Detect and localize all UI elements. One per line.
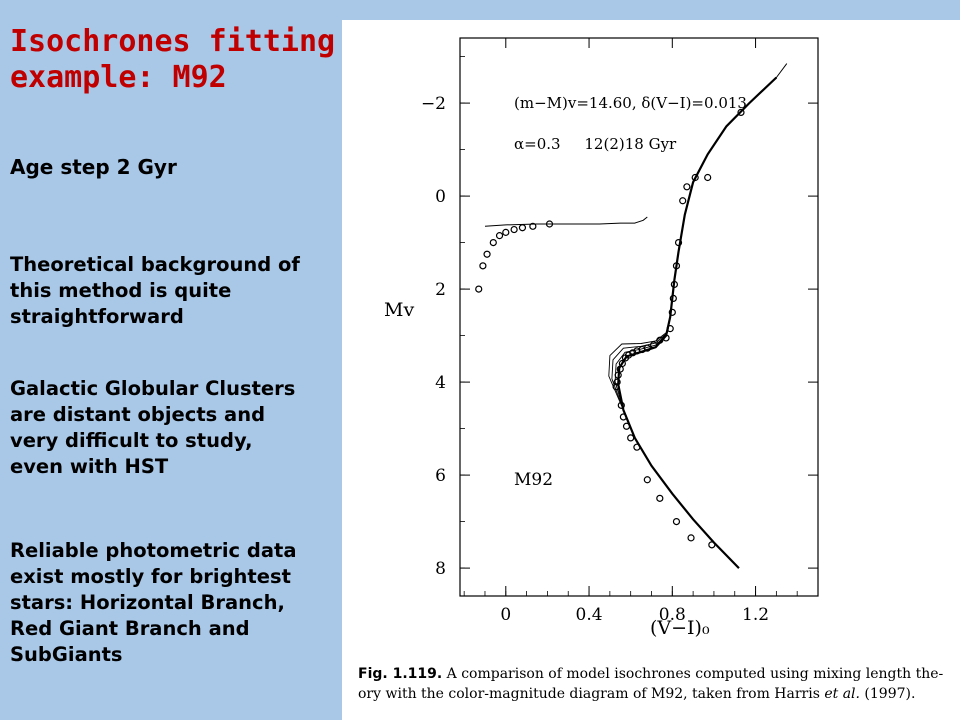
paragraph-line: exist mostly for brightest: [10, 565, 291, 588]
data-point: [495, 232, 504, 240]
horizontal-branch-curve: [484, 216, 648, 227]
data-point: [708, 541, 716, 549]
data-point: [668, 308, 676, 316]
paragraph-line: Theoretical background of: [10, 253, 300, 276]
data-point: [529, 222, 537, 230]
data-point: [672, 262, 681, 270]
paragraph-photometry: Reliable photometric data exist mostly f…: [10, 538, 350, 668]
y-tick-label: 0: [435, 187, 446, 207]
paragraph-line: even with HST: [10, 455, 169, 478]
x-tick-label: 0.8: [659, 605, 686, 625]
cmd-chart: 0 0.4 0.8 1.2 −2 0 2 4 6 8 (m−M)v=14.60, δ(V−I)=0…: [384, 37, 819, 639]
data-point: [483, 250, 491, 258]
annotation-alpha-ages: α=0.3 12(2)18 Gyr: [514, 135, 677, 153]
slide-title-line1: Isochrones fitting: [10, 24, 336, 59]
slide-title-line2: example: M92: [10, 60, 227, 95]
data-point: [683, 183, 691, 191]
data-point: [737, 108, 745, 117]
x-tick-label: 1.2: [742, 605, 769, 625]
data-point: [691, 173, 699, 182]
observed-points: [475, 108, 745, 549]
paragraph-line: very difficult to study,: [10, 429, 253, 452]
data-point: [518, 224, 527, 232]
data-point: [666, 325, 674, 333]
annotation-distance-modulus: (m−M)v=14.60, δ(V−I)=0.013: [514, 94, 747, 112]
paragraph-line: are distant objects and: [10, 403, 266, 426]
data-point: [669, 294, 677, 302]
paragraph-line: this method is quite: [10, 279, 232, 302]
caption-text: A comparison of model isochrones compute…: [442, 666, 944, 682]
x-tick-label: 0.4: [576, 605, 603, 625]
y-tick-label: 8: [435, 559, 446, 579]
axis-ticks: 0 0.4 0.8 1.2 −2 0 2 4 6 8: [421, 38, 819, 625]
data-point: [613, 378, 621, 386]
plot-frame: [459, 37, 819, 597]
caption-et-al: et al.: [824, 686, 860, 702]
data-point: [643, 476, 651, 484]
figure-caption: Fig. 1.119. A comparison of model isochr…: [358, 664, 958, 704]
data-point: [629, 349, 637, 357]
figure-panel: 0 0.4 0.8 1.2 −2 0 2 4 6 8 (m−M)v=14.60, δ(V−I)=0…: [342, 20, 960, 720]
y-tick-label: 4: [435, 373, 446, 393]
y-tick-label: −2: [421, 94, 446, 114]
caption-text: (1997).: [859, 686, 916, 702]
y-axis-label: Mv: [384, 299, 414, 321]
data-point: [674, 239, 683, 247]
caption-text: ory with the color-magnitude diagram of …: [358, 686, 825, 702]
data-point: [622, 422, 631, 430]
isochrone-line: [608, 77, 777, 569]
data-point: [479, 262, 487, 270]
cluster-label: M92: [514, 470, 553, 490]
age-step-text: Age step 2 Gyr: [10, 155, 177, 179]
data-point: [612, 383, 620, 391]
paragraph-clusters: Galactic Globular Clusters are distant o…: [10, 376, 350, 480]
data-point: [656, 336, 664, 344]
data-point: [618, 359, 626, 368]
data-point: [545, 220, 554, 228]
data-point: [679, 197, 687, 205]
paragraph-line: SubGiants: [10, 643, 123, 666]
data-point: [704, 173, 712, 182]
paragraph-line: Reliable photometric data: [10, 539, 297, 562]
data-point: [619, 413, 627, 421]
data-point: [475, 285, 483, 293]
slide-title: Isochrones fitting example: M92: [10, 24, 350, 96]
y-tick-label: 6: [435, 466, 446, 486]
paragraph-line: stars: Horizontal Branch,: [10, 591, 285, 614]
data-point: [649, 341, 658, 349]
data-point: [643, 344, 651, 352]
isochrone-tip: [775, 63, 788, 78]
data-point: [510, 225, 518, 234]
x-tick-label: 0: [500, 605, 511, 625]
data-point: [502, 228, 510, 236]
data-point: [627, 434, 635, 442]
caption-label: Fig. 1.119.: [358, 666, 443, 682]
data-point: [489, 239, 497, 247]
data-point: [687, 534, 695, 542]
paragraph-line: Red Giant Branch and: [10, 617, 250, 640]
data-point: [656, 494, 664, 502]
paragraph-theory: Theoretical background of this method is…: [10, 252, 350, 330]
data-point: [617, 401, 625, 409]
data-point: [662, 334, 670, 342]
data-point: [670, 280, 678, 289]
data-point: [614, 371, 622, 379]
x-axis-label: (V−I)₀: [650, 617, 710, 639]
paragraph-line: straightforward: [10, 305, 184, 328]
data-point: [633, 443, 641, 451]
paragraph-line: Galactic Globular Clusters: [10, 377, 296, 400]
y-tick-label: 2: [435, 280, 446, 300]
data-point: [672, 518, 681, 526]
